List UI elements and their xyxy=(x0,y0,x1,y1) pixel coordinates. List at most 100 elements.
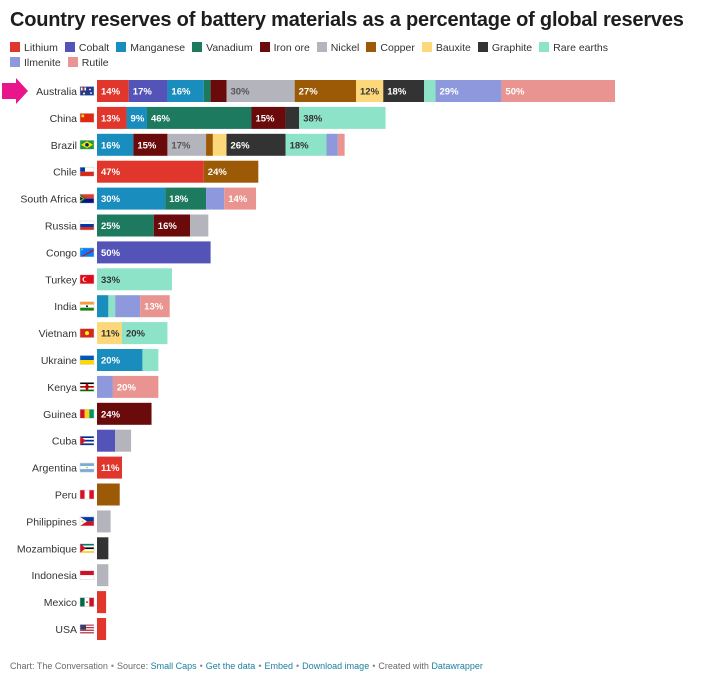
country-label: Mozambique xyxy=(17,543,77,555)
legend-label-ilmenite: Ilmenite xyxy=(24,57,61,69)
bar-segment-iron-ore xyxy=(251,106,286,129)
data-label-rare-earths: 33% xyxy=(101,275,121,286)
bar-segment-nickel xyxy=(97,510,111,533)
legend-item-iron-ore: Iron ore xyxy=(259,41,310,56)
country-label: Kenya xyxy=(47,382,77,394)
bar-segment-rutile xyxy=(112,375,159,398)
bar-segment-rare-earths xyxy=(97,268,172,291)
bar-segment-graphite xyxy=(97,537,109,560)
footer-credit: Chart: The Conversation xyxy=(10,661,108,671)
legend-swatch-rare-earths xyxy=(539,42,550,52)
legend-item-lithium: Lithium xyxy=(10,41,58,56)
legend-item-ilmenite: Ilmenite xyxy=(10,56,61,71)
flag-turkey-icon xyxy=(79,274,95,285)
bar-segment-rare-earths xyxy=(121,322,168,345)
bar-segment-lithium xyxy=(97,456,122,479)
data-label-lithium: 47% xyxy=(101,167,121,178)
bar-segment-lithium xyxy=(97,80,129,102)
bar-row-brazil: Brazil 16% 15% 17% 26% 18% xyxy=(51,133,345,156)
country-label: Ukraine xyxy=(41,355,77,367)
bar-segment-manganese xyxy=(97,133,134,156)
flag-india-icon xyxy=(79,301,95,311)
data-label-manganese: 9% xyxy=(131,113,145,124)
bar-segment-vanadium xyxy=(97,214,154,237)
bar-segment-rare-earths xyxy=(108,295,116,318)
data-label-rare-earths: 18% xyxy=(290,140,310,151)
bar-segment-vanadium xyxy=(165,187,207,210)
bar-segment-bauxite xyxy=(97,322,122,345)
legend-label-iron-ore: Iron ore xyxy=(273,42,310,54)
legend-swatch-graphite xyxy=(477,42,488,52)
flag-ukraine-icon xyxy=(79,355,95,365)
data-label-graphite: 18% xyxy=(387,87,407,98)
bar-segment-iron-ore xyxy=(97,402,152,425)
data-label-graphite: 26% xyxy=(231,140,251,151)
flag-congo-icon xyxy=(79,247,95,258)
bar-segment-copper xyxy=(203,160,259,183)
legend-item-rutile: Rutile xyxy=(67,56,109,71)
legend-label-manganese: Manganese xyxy=(130,42,186,54)
bar-segment-manganese xyxy=(97,187,166,210)
legend-label-rutile: Rutile xyxy=(81,57,109,69)
data-label-ilmenite: 29% xyxy=(440,87,460,98)
data-label-copper: 27% xyxy=(299,87,319,98)
country-label: South Africa xyxy=(20,194,77,206)
bar-row-cuba: Cuba xyxy=(52,429,132,452)
bar-row-turkey: Turkey 33% xyxy=(45,268,172,291)
bar-row-ukraine: Ukraine 20% xyxy=(41,349,159,371)
country-label: Peru xyxy=(55,490,77,502)
bar-segment-vanadium xyxy=(146,106,252,129)
bar-segment-rare-earths xyxy=(424,80,436,102)
get-data-link[interactable]: Get the data xyxy=(205,661,256,671)
footer-source-prefix: Source: xyxy=(117,661,149,671)
bar-segment-ilmenite xyxy=(115,295,141,318)
bar-segment-manganese xyxy=(97,349,143,371)
bar-segment-lithium xyxy=(97,160,204,183)
flag-vietnam-icon xyxy=(79,328,95,338)
bar-segment-lithium xyxy=(97,618,107,640)
bar-segment-vanadium xyxy=(203,80,211,102)
bar-segment-ilmenite xyxy=(97,375,113,398)
footer-source-link[interactable]: Small Caps xyxy=(150,661,197,671)
flag-kenya-icon xyxy=(79,382,95,392)
data-label-lithium: 13% xyxy=(101,113,121,124)
data-label-vanadium: 46% xyxy=(151,113,171,124)
bar-segment-cobalt xyxy=(97,429,116,452)
bar-segment-iron-ore xyxy=(133,133,168,156)
data-label-manganese: 30% xyxy=(101,194,121,205)
bar-row-china: China 13% 9% 46% 15% 38% xyxy=(50,106,386,129)
data-label-bauxite: 11% xyxy=(101,329,120,340)
embed-link[interactable]: Embed xyxy=(264,661,293,671)
country-label: India xyxy=(54,301,77,313)
country-label: Cuba xyxy=(52,436,77,448)
data-label-nickel: 17% xyxy=(171,140,191,151)
download-image-link[interactable]: Download image xyxy=(302,661,370,671)
datawrapper-link[interactable]: Datawrapper xyxy=(431,661,483,671)
legend-swatch-vanadium xyxy=(192,42,203,52)
flag-south-africa-icon xyxy=(79,193,95,204)
country-label: Indonesia xyxy=(31,570,77,582)
legend-label-bauxite: Bauxite xyxy=(435,42,471,54)
flag-cuba-icon xyxy=(79,435,95,446)
data-label-vanadium: 18% xyxy=(169,194,189,205)
data-label-lithium: 11% xyxy=(101,463,120,474)
data-label-rutile: 14% xyxy=(228,194,248,205)
data-label-cobalt: 50% xyxy=(101,248,121,259)
legend-swatch-cobalt xyxy=(64,42,75,52)
bar-row-chile: Chile 47% 24% xyxy=(53,160,259,183)
chart-title: Country reserves of battery materials as… xyxy=(10,9,684,31)
flag-china-icon xyxy=(79,113,95,123)
country-label: Philippines xyxy=(26,516,77,528)
bar-segment-rare-earths xyxy=(142,349,159,371)
bar-segment-ilmenite xyxy=(206,187,225,210)
bar-segment-cobalt xyxy=(97,241,211,264)
data-label-rutile: 13% xyxy=(144,302,164,313)
chart-footer: Chart: The Conversation • Source: Small Ca… xyxy=(10,661,483,671)
legend-label-nickel: Nickel xyxy=(330,42,360,54)
legend-item-graphite: Graphite xyxy=(477,41,532,56)
bar-segment-copper xyxy=(206,133,213,156)
bar-row-russia: Russia 25% 16% xyxy=(45,214,209,237)
bar-row-kenya: Kenya 20% xyxy=(47,375,159,398)
flag-mexico-icon xyxy=(79,597,95,607)
data-label-rare-earths: 38% xyxy=(303,113,323,124)
